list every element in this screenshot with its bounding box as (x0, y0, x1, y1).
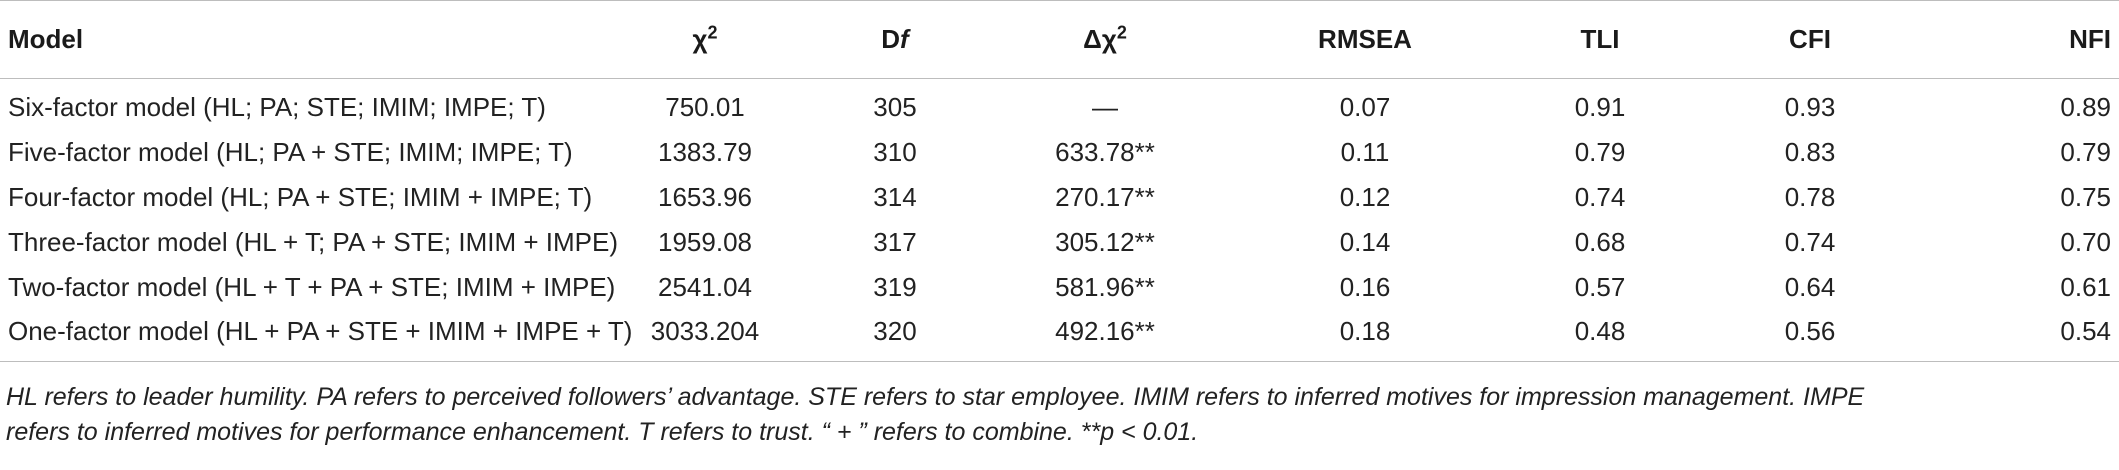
cell-cfi: 0.74 (1784, 226, 1836, 257)
cell-chi-square: 1959.08 (658, 226, 752, 257)
cell-delta-chi-square: 270.17** (1055, 181, 1155, 212)
header-row: Model χ2 Df Δχ2 RMSEA TLI CFI NFI (0, 0, 2119, 79)
cell-df: 314 (873, 181, 917, 212)
table-note-line-1: HL refers to leader humility. PA refers … (6, 383, 1865, 411)
cell-delta-chi-square: 305.12** (1055, 226, 1155, 257)
cell-df: 317 (873, 226, 917, 257)
cell-tli: 0.79 (1574, 136, 1626, 167)
cell-df: 320 (820, 309, 970, 362)
cell-rmsea: 0.16 (1339, 271, 1391, 302)
cell-nfi: 0.75 (2060, 181, 2111, 212)
table-row: Five-factor model (HL; PA + STE; IMIM; I… (0, 130, 2119, 175)
cell-model: Two-factor model (HL + T + PA + STE; IMI… (8, 271, 616, 302)
cell-nfi: 0.89 (2060, 91, 2111, 122)
cell-model: One-factor model (HL + PA + STE + IMIM +… (0, 309, 632, 362)
cell-rmsea: 0.14 (1339, 226, 1391, 257)
cell-df: 310 (873, 136, 917, 167)
cell-chi-square: 750.01 (665, 91, 745, 122)
cell-cfi: 0.56 (1710, 309, 1910, 362)
cell-model: Three-factor model (HL + T; PA + STE; IM… (8, 226, 618, 257)
cell-nfi: 0.79 (2060, 136, 2111, 167)
header-nfi: NFI (1910, 0, 2119, 79)
table-row: Four-factor model (HL; PA + STE; IMIM + … (0, 175, 2119, 220)
cell-chi-square: 1653.96 (658, 181, 752, 212)
cell-delta-chi-square: 581.96** (1055, 271, 1155, 302)
cell-tli: 0.68 (1574, 226, 1626, 257)
cell-rmsea: 0.18 (1240, 309, 1490, 362)
cell-cfi: 0.93 (1784, 91, 1836, 122)
cfa-results-table: Model χ2 Df Δχ2 RMSEA TLI CFI NFI Six-fa… (0, 0, 2119, 362)
cell-tli: 0.57 (1574, 271, 1626, 302)
cell-tli: 0.74 (1574, 181, 1626, 212)
cell-model: Four-factor model (HL; PA + STE; IMIM + … (8, 181, 593, 212)
cell-df: 319 (873, 271, 917, 302)
cell-rmsea: 0.07 (1339, 91, 1391, 122)
cell-cfi: 0.78 (1784, 181, 1836, 212)
cell-delta-chi-square: 633.78** (1055, 136, 1155, 167)
header-df: Df (820, 0, 970, 79)
cell-delta-chi-square: 492.16** (970, 309, 1240, 362)
cell-delta-chi-square: — (1092, 91, 1118, 122)
table-row: Six-factor model (HL; PA; STE; IMIM; IMP… (0, 79, 2119, 130)
header-tli: TLI (1490, 0, 1710, 79)
header-cfi: CFI (1710, 0, 1910, 79)
header-rmsea: RMSEA (1240, 0, 1490, 79)
header-chi-square: χ2 (590, 0, 820, 79)
cell-nfi: 0.54 (1910, 309, 2119, 362)
cell-cfi: 0.64 (1784, 271, 1836, 302)
cell-rmsea: 0.12 (1339, 181, 1391, 212)
header-delta-chi-square: Δχ2 (970, 0, 1240, 79)
table-note: HL refers to leader humility. PA refers … (6, 380, 2106, 450)
cell-model: Six-factor model (HL; PA; STE; IMIM; IMP… (8, 91, 546, 122)
cell-chi-square: 2541.04 (658, 271, 752, 302)
cell-tli: 0.91 (1574, 91, 1626, 122)
cell-chi-square: 1383.79 (658, 136, 752, 167)
cell-model: Five-factor model (HL; PA + STE; IMIM; I… (8, 136, 573, 167)
cell-chi-square: 3033.204 (590, 309, 820, 362)
table-note-line-2: refers to inferred motives for performan… (6, 418, 1199, 446)
cell-rmsea: 0.11 (1340, 136, 1390, 167)
table-row: Two-factor model (HL + T + PA + STE; IMI… (0, 265, 2119, 310)
cell-cfi: 0.83 (1784, 136, 1836, 167)
cell-tli: 0.48 (1490, 309, 1710, 362)
cell-nfi: 0.61 (2060, 271, 2111, 302)
cell-nfi: 0.70 (2060, 226, 2111, 257)
table-row: Three-factor model (HL + T; PA + STE; IM… (0, 220, 2119, 265)
cell-df: 305 (873, 91, 917, 122)
table-row: One-factor model (HL + PA + STE + IMIM +… (0, 309, 2119, 362)
header-model: Model (0, 0, 590, 79)
